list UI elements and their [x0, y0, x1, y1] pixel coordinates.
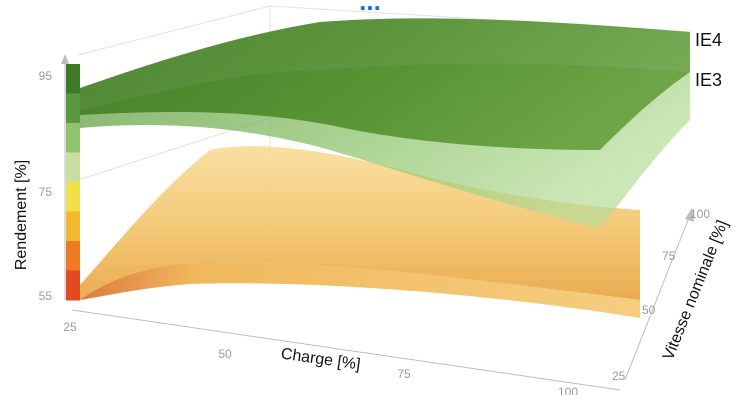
chart-title-fragment: ... [359, 0, 381, 16]
series-label-ie3: IE3 [695, 70, 722, 90]
z-axis-line [624, 214, 691, 381]
scale-segment [66, 123, 80, 153]
x-tick: 100 [558, 385, 578, 395]
z-ticks: 25 50 75 100 [612, 207, 710, 383]
scale-segment [66, 211, 80, 242]
x-ticks: 25 50 75 100 [63, 320, 578, 395]
scale-segment [66, 64, 80, 94]
back-wall-top-edge [77, 5, 271, 56]
lower-efficiency-surface [80, 146, 640, 318]
z-tick: 25 [612, 369, 626, 383]
y-axis-title: Rendement [%] [13, 160, 30, 270]
y-tick: 75 [39, 185, 53, 199]
x-tick: 25 [63, 320, 77, 334]
scale-segment [66, 93, 80, 124]
z-tick: 50 [642, 303, 656, 317]
ie4-surface [80, 18, 690, 150]
scale-segment [66, 270, 80, 301]
x-axis-line [71, 309, 621, 391]
x-tick: 50 [218, 347, 232, 361]
scale-segment [66, 182, 80, 212]
scale-segment [66, 241, 80, 271]
axis-lines [64, 60, 691, 391]
x-tick: 75 [397, 367, 411, 381]
z-axis-title: Vitesse nominale [%] [660, 218, 732, 363]
z-tick: 100 [690, 207, 710, 221]
z-axis-arrow [685, 208, 694, 222]
y-tick: 55 [39, 289, 53, 303]
lower-surface-top [80, 146, 640, 300]
y-axis-arrow [61, 54, 69, 64]
x-axis-title: Charge [%] [280, 346, 362, 374]
series-label-ie4: IE4 [695, 30, 722, 50]
y-tick: 95 [39, 69, 53, 83]
scale-segment [66, 152, 80, 183]
efficiency-color-scale [66, 64, 80, 301]
lower-surface-front [80, 262, 640, 318]
z-tick: 75 [662, 249, 676, 263]
y-ticks: 95 75 55 [39, 69, 53, 303]
